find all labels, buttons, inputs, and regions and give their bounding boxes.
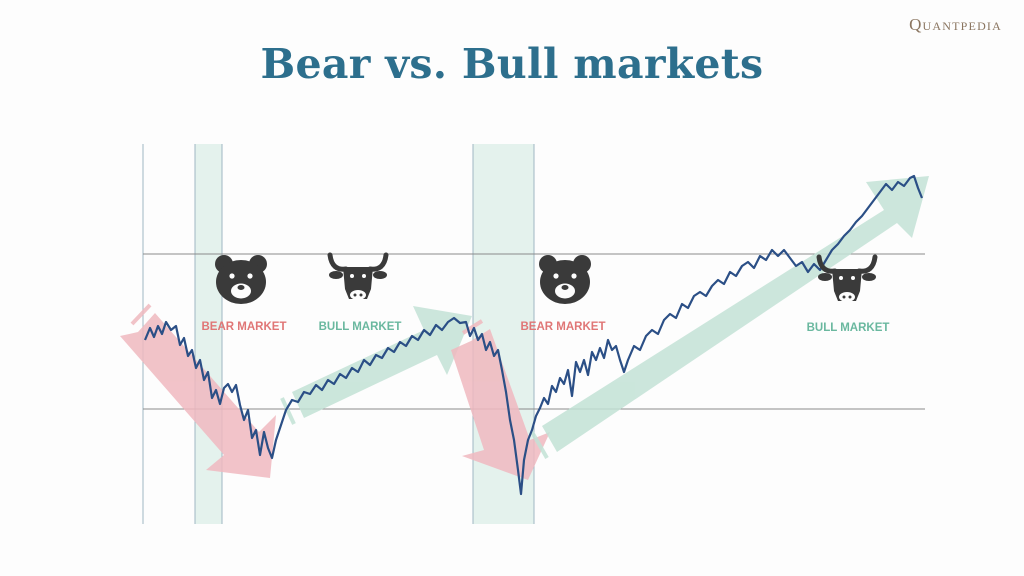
page-title: Bear vs. Bull markets (260, 40, 764, 88)
bull-arrow-1 (280, 306, 472, 425)
bull-icon (816, 254, 878, 302)
bear-icon (215, 255, 267, 304)
price-line (143, 174, 924, 496)
bear-icon (539, 255, 591, 304)
bear-market-label-1: BEAR MARKET (202, 321, 287, 333)
bull-market-label-2: BULL MARKET (807, 322, 890, 334)
bear-arrow-2 (451, 319, 550, 480)
bear-arrow-1 (120, 303, 276, 478)
bull-arrow-2 (530, 176, 929, 459)
horizontal-gridlines (143, 253, 925, 410)
bull-icon (327, 252, 389, 300)
bull-market-label-1: BULL MARKET (319, 321, 402, 333)
bear-market-label-2: BEAR MARKET (521, 321, 606, 333)
brand-logo: Quantpedia (909, 15, 1002, 34)
